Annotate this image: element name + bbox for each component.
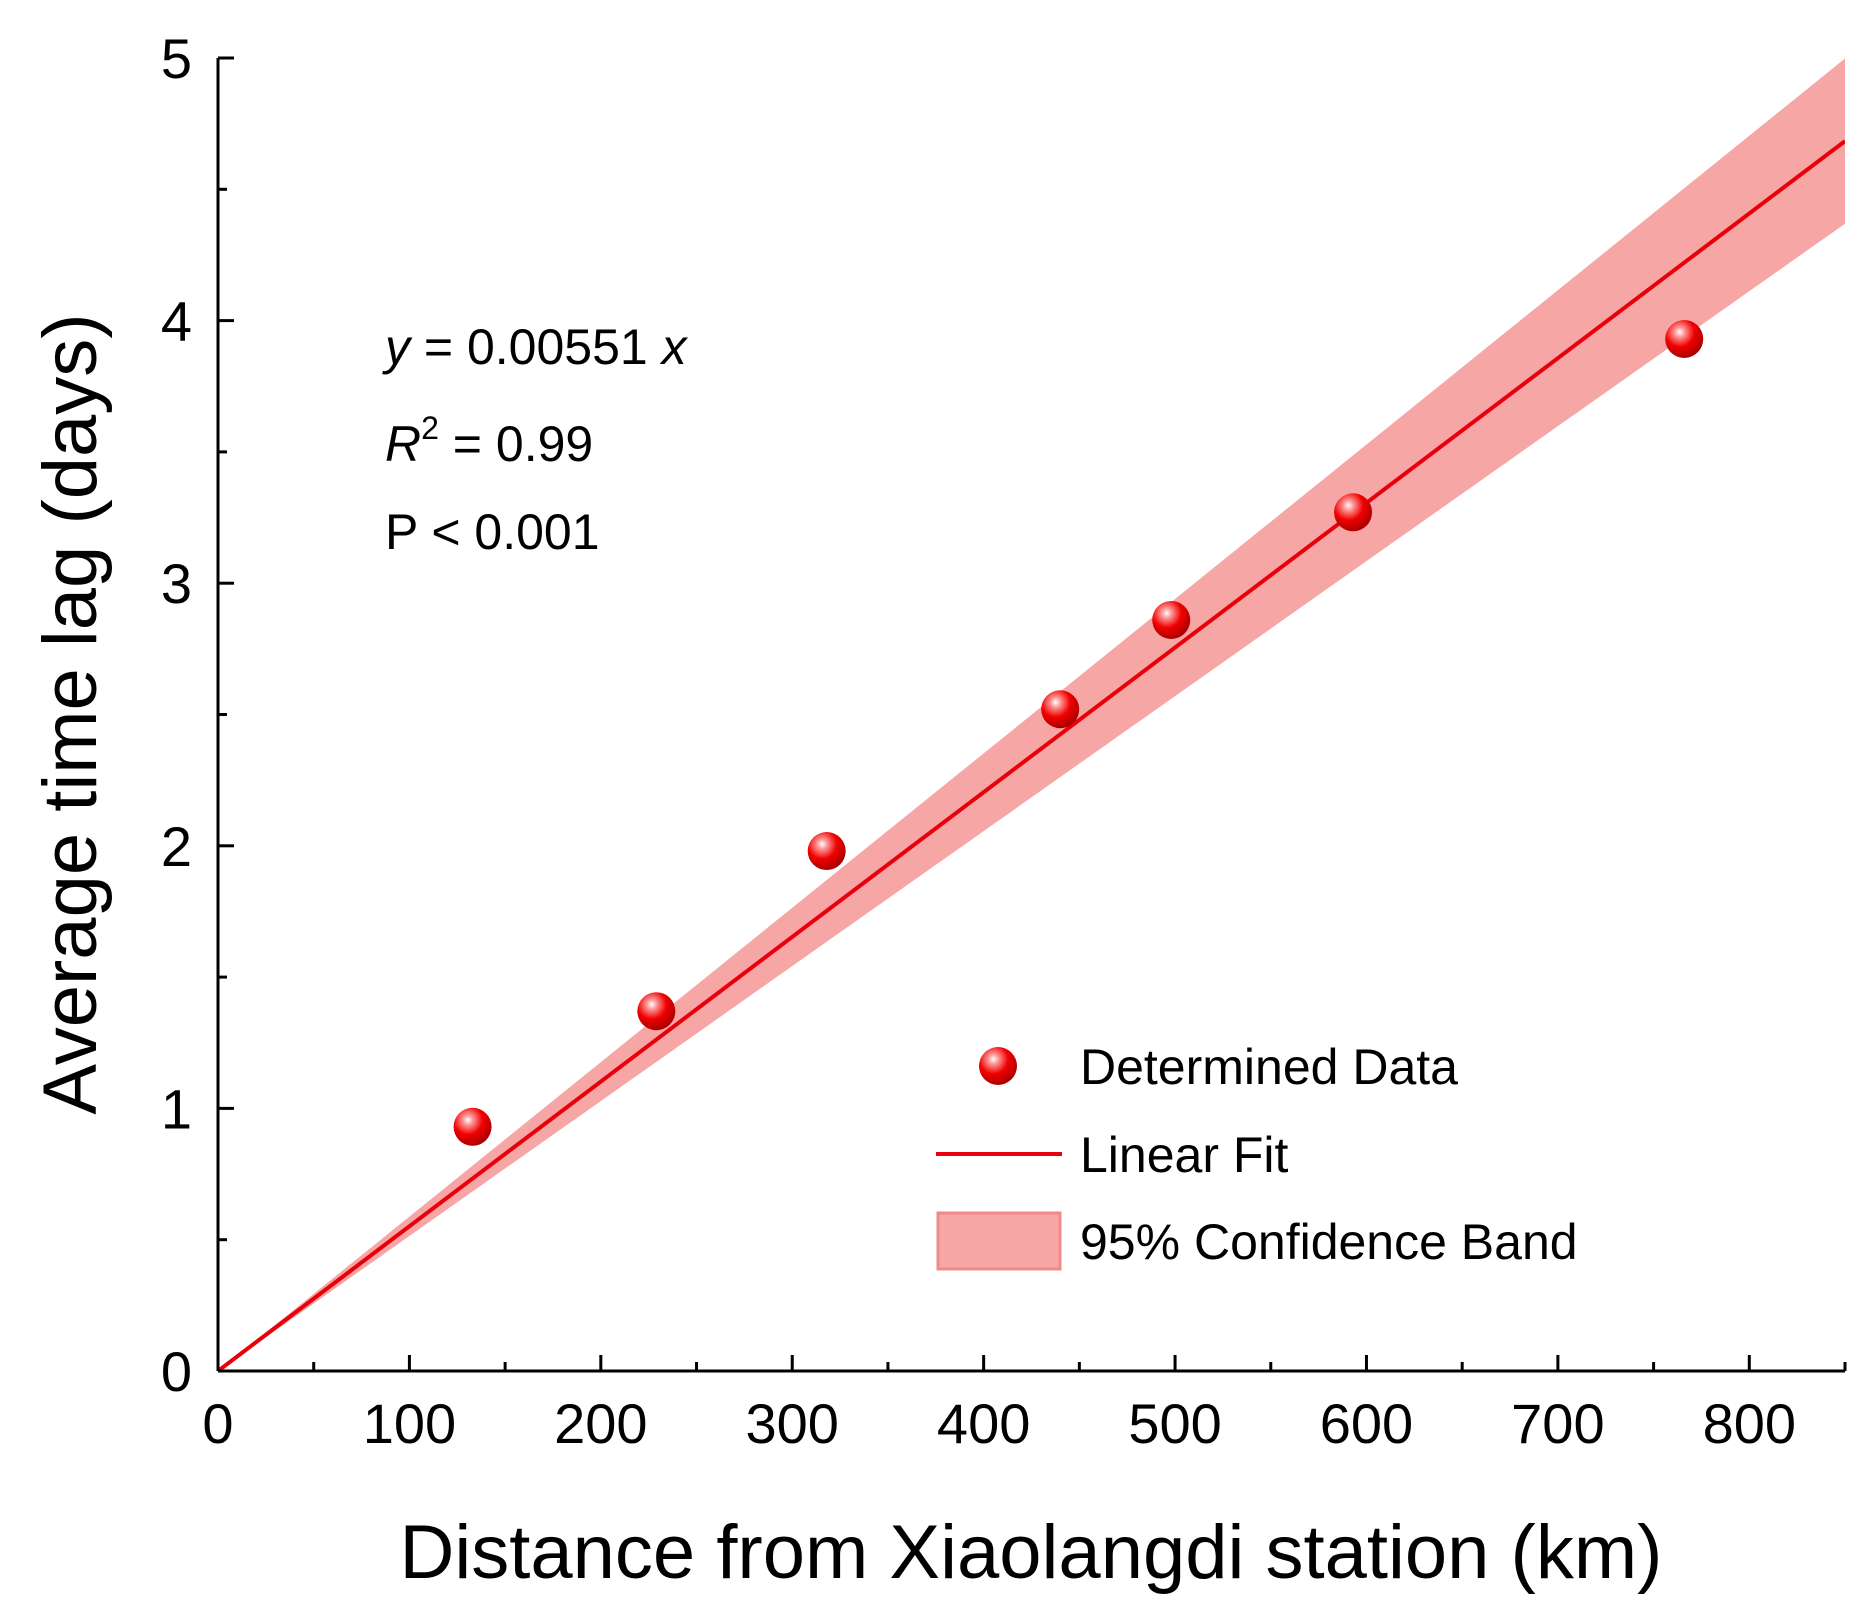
- x-tick-label: 500: [1128, 1392, 1221, 1455]
- r2-value: = 0.99: [439, 416, 593, 472]
- equation-var-x: x: [660, 319, 689, 375]
- x-axis-label: Distance from Xiaolangdi station (km): [400, 1510, 1663, 1595]
- data-point: [807, 832, 846, 871]
- confidence-band: [218, 58, 1845, 1371]
- p-value-annotation: P < 0.001: [385, 504, 600, 560]
- equation-middle: = 0.00551: [410, 319, 662, 375]
- legend-label-confidence-band: 95% Confidence Band: [1080, 1214, 1578, 1270]
- x-ticks: [216, 1355, 1847, 1371]
- x-tick-label: 200: [554, 1392, 647, 1455]
- r2-sup: 2: [421, 410, 439, 446]
- data-point: [1334, 493, 1373, 532]
- y-tick-label: 0: [161, 1340, 192, 1403]
- linear-fit-line: [218, 139, 1845, 1371]
- data-point: [1665, 319, 1704, 358]
- legend-marker-determined-data: [979, 1047, 1017, 1085]
- y-tick-label: 1: [161, 1077, 192, 1140]
- x-tick-label: 700: [1511, 1392, 1604, 1455]
- data-point: [453, 1107, 492, 1146]
- y-tick-labels: 0 1 2 3 4 5: [161, 27, 192, 1403]
- equation-annotation: y = 0.00551 x: [382, 319, 689, 375]
- legend-label-determined-data: Determined Data: [1080, 1039, 1458, 1095]
- x-tick-label: 600: [1320, 1392, 1413, 1455]
- legend-label-linear-fit: Linear Fit: [1080, 1127, 1289, 1183]
- legend: Determined Data Linear Fit 95% Confidenc…: [936, 1039, 1578, 1271]
- equation-var-y: y: [382, 319, 413, 375]
- data-point: [1152, 600, 1191, 639]
- legend-marker-confidence-band: [936, 1211, 1062, 1271]
- data-point: [1041, 690, 1080, 729]
- r-squared-annotation: R2 = 0.99: [385, 410, 593, 472]
- y-tick-label: 3: [161, 552, 192, 615]
- x-tick-label: 100: [363, 1392, 456, 1455]
- x-tick-label: 800: [1703, 1392, 1796, 1455]
- data-point: [637, 992, 676, 1031]
- y-tick-label: 5: [161, 27, 192, 90]
- x-tick-label: 300: [746, 1392, 839, 1455]
- x-tick-label: 400: [937, 1392, 1030, 1455]
- y-tick-label: 2: [161, 815, 192, 878]
- data-points: [453, 319, 1704, 1146]
- x-tick-labels: 0 100 200 300 400 500 600 700 800: [202, 1392, 1796, 1455]
- y-axis-label: Average time lag (days): [28, 313, 113, 1114]
- y-tick-label: 4: [161, 290, 192, 353]
- y-ticks: [218, 56, 234, 1373]
- r2-var: R: [385, 416, 421, 472]
- x-tick-label: 0: [202, 1392, 233, 1455]
